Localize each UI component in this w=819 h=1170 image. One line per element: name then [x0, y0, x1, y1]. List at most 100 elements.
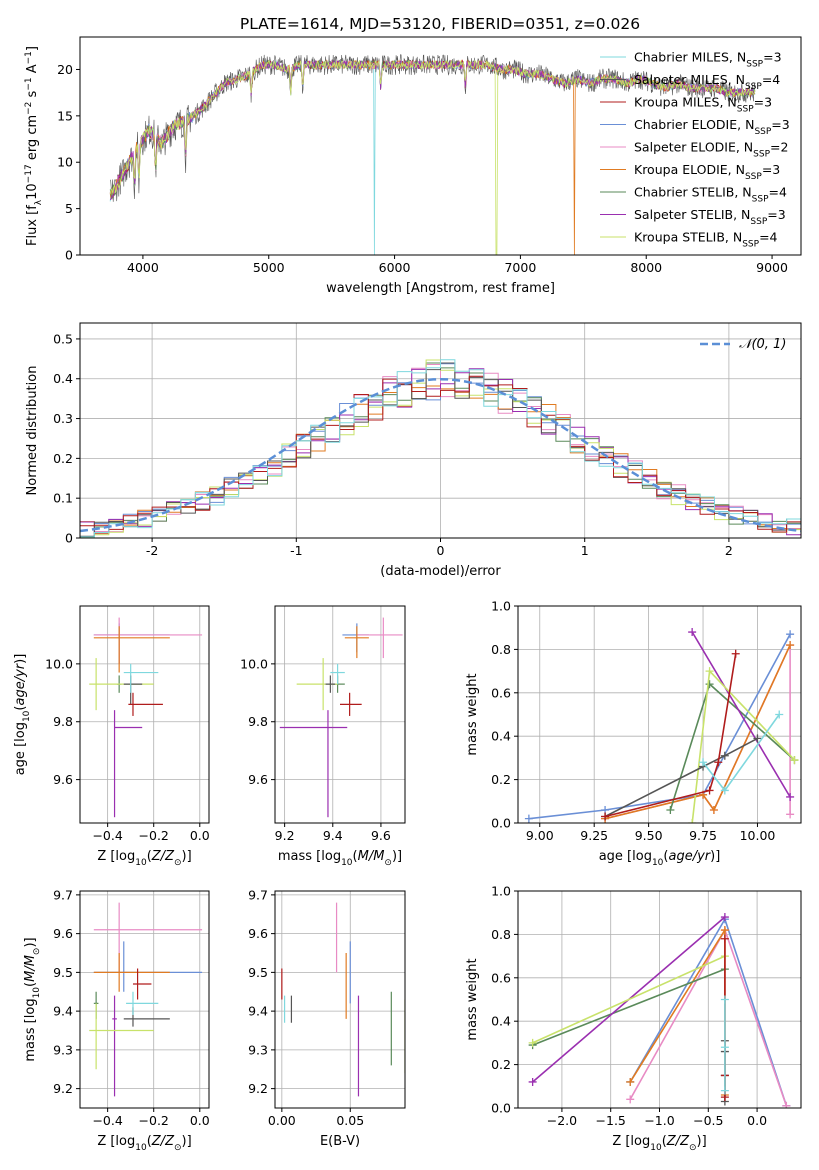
x-axis-label: E(B-V) — [320, 1134, 360, 1149]
y-tick-label: 9.8 — [53, 714, 73, 729]
y-tick-label: 9.2 — [248, 1081, 268, 1096]
weight-series-line — [532, 955, 726, 1044]
y-tick-label: 0.2 — [491, 1057, 511, 1072]
label-part: Z/Z — [151, 849, 175, 864]
weight-marker — [705, 680, 714, 689]
y-tick-label: 9.2 — [53, 1081, 73, 1096]
weight-series-line — [669, 682, 796, 811]
weight-marker — [709, 805, 718, 814]
label-part: ⊙ — [689, 1143, 697, 1153]
label-part: )] — [23, 937, 38, 947]
x-tick-label: −1.5 — [596, 1113, 626, 1128]
x-tick-label: 9000 — [756, 260, 788, 275]
y-tick-label: 10.0 — [240, 656, 268, 671]
x-tick-label: -2 — [146, 543, 158, 558]
x-tick-label: 9.25 — [580, 828, 608, 843]
spectrum-series-line — [109, 59, 756, 255]
label-part: ( — [147, 849, 152, 864]
x-tick-label: 9.00 — [526, 828, 554, 843]
weight-marker — [601, 812, 610, 821]
legend-value: =3 — [762, 162, 780, 177]
weight-vs-Z-plot-area — [528, 913, 791, 1108]
weight-marker — [626, 1077, 635, 1086]
mass-vs-EBV-frame — [274, 890, 406, 1109]
legend-text: Chabrier STELIB, N — [634, 185, 752, 200]
label-part: age/yr — [668, 849, 711, 864]
weight-marker — [524, 814, 533, 823]
y-tick-label: 9.6 — [53, 926, 73, 941]
legend-value: =2 — [770, 140, 788, 155]
legend-entry: Salpeter ELODIE, NSSP=2 — [634, 140, 788, 160]
weight-marker — [528, 1077, 537, 1086]
legend-sub: SSP — [745, 82, 762, 92]
y-tick-label: 0.4 — [53, 371, 73, 386]
label-part: erg cm — [25, 115, 40, 164]
legend-value: =3 — [754, 95, 772, 110]
weight-marker — [666, 805, 675, 814]
x-tick-label: 9.75 — [689, 828, 717, 843]
x-tick-label: 8000 — [630, 260, 662, 275]
weight-marker — [790, 756, 799, 765]
label-part: −1 — [24, 77, 34, 90]
y-tick-label: 0.5 — [53, 331, 73, 346]
legend-value: =3 — [771, 117, 789, 132]
label-part: ⊙ — [174, 858, 182, 868]
legend-entry: Chabrier ELODIE, NSSP=3 — [634, 117, 790, 137]
x-axis-label: Z [log10(Z/Z⊙)] — [97, 1134, 191, 1153]
x-tick-label: 9.50 — [635, 828, 663, 843]
weight-marker — [786, 641, 795, 650]
mass-vs-EBV-plot-area — [281, 902, 405, 1097]
x-tick-label: 0 — [437, 543, 445, 558]
y-tick-label: 9.4 — [248, 1004, 268, 1019]
x-tick-label: 7000 — [504, 260, 536, 275]
legend-value: =4 — [759, 230, 777, 245]
label-part: ⊙ — [174, 1143, 182, 1153]
y-tick-label: 9.5 — [248, 965, 268, 980]
label-part: )] — [392, 849, 402, 864]
normal-curve — [80, 377, 801, 533]
x-tick-label: 5000 — [253, 260, 285, 275]
x-tick-label: -1 — [290, 543, 302, 558]
y-tick-label: 1.0 — [491, 599, 511, 614]
residuals-grid — [80, 323, 801, 539]
weight-marker — [782, 1101, 791, 1108]
legend-value: =3 — [767, 207, 785, 222]
label-part: )] — [182, 849, 192, 864]
y-tick-label: 9.6 — [248, 772, 268, 787]
legend-text: Kroupa MILES, N — [634, 95, 737, 110]
label-part: M/M — [358, 849, 385, 864]
y-tick-label: 5 — [65, 201, 73, 216]
label-part: ⊙ — [32, 948, 42, 956]
y-tick-label: 9.3 — [53, 1042, 73, 1057]
y-tick-label: 0.4 — [491, 1014, 511, 1029]
legend-entry: Kroupa MILES, NSSP=3 — [634, 95, 772, 115]
weight-marker — [786, 630, 795, 639]
weight-marker — [720, 751, 729, 760]
x-tick-label: 9.2 — [275, 828, 295, 843]
x-axis-label: Z [log10(Z/Z⊙)] — [97, 849, 191, 868]
y-tick-label: 0.3 — [53, 411, 73, 426]
legend-text: Salpeter ELODIE, N — [634, 140, 753, 155]
y-axis-label: mass weight — [465, 673, 480, 755]
y-tick-label: 0.0 — [491, 816, 511, 831]
y-tick-label: 9.4 — [53, 1004, 73, 1019]
age-vs-mass-frame — [274, 605, 406, 824]
x-tick-label: 0.0 — [190, 828, 210, 843]
x-tick-label: −0.2 — [139, 1113, 169, 1128]
age-vs-Z-frame — [79, 605, 210, 824]
y-tick-label: 0.1 — [53, 491, 73, 506]
x-tick-label: 6000 — [379, 260, 411, 275]
label-part: mass [log — [278, 849, 341, 864]
label-part: ⊙ — [384, 858, 392, 868]
legend-entry: Salpeter STELIB, NSSP=3 — [634, 207, 786, 227]
y-tick-label: 9.6 — [248, 926, 268, 941]
y-tick-label: 10.0 — [45, 656, 73, 671]
label-part: )] — [13, 654, 28, 664]
y-tick-label: 9.7 — [53, 887, 73, 902]
legend-text: Kroupa STELIB, N — [634, 230, 742, 245]
label-part: ( — [147, 1134, 152, 1149]
y-axis-label: age [log10(age/yr)] — [13, 654, 32, 776]
label-part: λ — [34, 199, 44, 205]
x-axis-label: mass [log10(M/M⊙)] — [278, 849, 402, 868]
